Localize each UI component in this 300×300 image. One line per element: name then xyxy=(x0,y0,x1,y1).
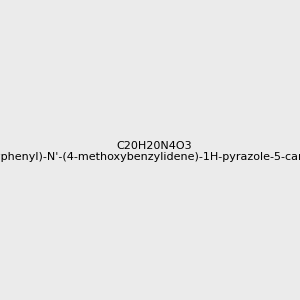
Text: C20H20N4O3
3-(2-Ethoxyphenyl)-N'-(4-methoxybenzylidene)-1H-pyrazole-5-carbohydra: C20H20N4O3 3-(2-Ethoxyphenyl)-N'-(4-meth… xyxy=(0,141,300,162)
